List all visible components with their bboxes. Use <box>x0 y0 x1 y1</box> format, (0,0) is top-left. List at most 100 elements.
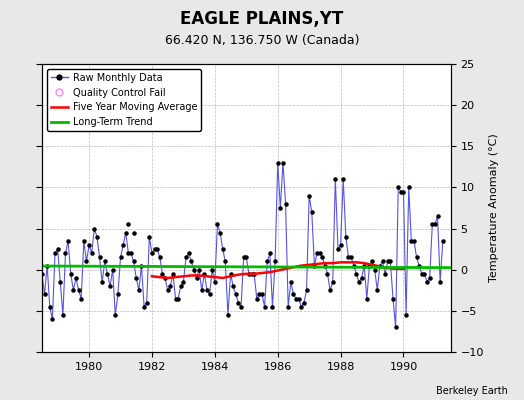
Point <box>237 304 245 310</box>
Point <box>381 271 389 277</box>
Point <box>122 230 130 236</box>
Point <box>305 192 313 199</box>
Point <box>266 250 274 256</box>
Point <box>389 295 397 302</box>
Point <box>27 164 36 170</box>
Point <box>38 271 46 277</box>
Point <box>384 258 392 265</box>
Point <box>276 205 285 211</box>
Point <box>323 271 332 277</box>
Point <box>156 254 164 260</box>
Point <box>195 266 203 273</box>
Point <box>415 262 423 269</box>
Text: Berkeley Earth: Berkeley Earth <box>436 386 508 396</box>
Point <box>205 291 214 298</box>
Legend: Raw Monthly Data, Quality Control Fail, Five Year Moving Average, Long-Term Tren: Raw Monthly Data, Quality Control Fail, … <box>47 69 201 131</box>
Point <box>51 250 59 256</box>
Point <box>40 291 49 298</box>
Point <box>229 283 237 289</box>
Point <box>255 291 264 298</box>
Y-axis label: Temperature Anomaly (°C): Temperature Anomaly (°C) <box>489 134 499 282</box>
Point <box>106 283 114 289</box>
Point <box>423 279 431 285</box>
Point <box>245 271 253 277</box>
Point <box>153 246 161 252</box>
Point <box>80 238 88 244</box>
Point <box>302 287 311 294</box>
Point <box>137 262 146 269</box>
Point <box>179 279 188 285</box>
Point <box>46 304 54 310</box>
Point <box>22 242 30 248</box>
Point <box>339 176 347 182</box>
Point <box>336 242 345 248</box>
Point <box>281 201 290 207</box>
Point <box>77 295 85 302</box>
Point <box>171 295 180 302</box>
Point <box>355 279 363 285</box>
Point <box>394 184 402 191</box>
Point <box>405 184 413 191</box>
Point <box>313 250 321 256</box>
Point <box>253 295 261 302</box>
Point <box>124 250 133 256</box>
Point <box>143 300 151 306</box>
Point <box>292 295 300 302</box>
Point <box>211 279 219 285</box>
Point <box>174 295 182 302</box>
Point <box>32 279 41 285</box>
Point <box>88 250 96 256</box>
Point <box>334 246 342 252</box>
Point <box>397 188 405 195</box>
Point <box>208 266 216 273</box>
Point <box>357 275 366 281</box>
Point <box>378 258 387 265</box>
Text: EAGLE PLAINS,YT: EAGLE PLAINS,YT <box>180 10 344 28</box>
Point <box>232 291 240 298</box>
Point <box>25 238 33 244</box>
Point <box>187 258 195 265</box>
Point <box>103 271 112 277</box>
Point <box>321 262 329 269</box>
Point <box>166 283 174 289</box>
Point <box>308 209 316 215</box>
Point <box>297 304 305 310</box>
Point <box>363 295 371 302</box>
Point <box>184 250 193 256</box>
Point <box>119 242 127 248</box>
Point <box>56 279 64 285</box>
Point <box>260 304 269 310</box>
Point <box>59 312 67 318</box>
Point <box>111 312 119 318</box>
Point <box>433 213 442 220</box>
Point <box>268 304 277 310</box>
Point <box>376 262 384 269</box>
Point <box>300 300 308 306</box>
Point <box>310 262 319 269</box>
Point <box>287 279 295 285</box>
Point <box>129 258 138 265</box>
Point <box>331 176 340 182</box>
Point <box>289 291 298 298</box>
Point <box>216 230 224 236</box>
Point <box>428 221 436 228</box>
Point <box>182 254 190 260</box>
Point <box>370 266 379 273</box>
Point <box>198 287 206 294</box>
Point <box>74 287 83 294</box>
Point <box>342 234 350 240</box>
Point <box>203 287 211 294</box>
Point <box>169 271 177 277</box>
Point <box>399 188 408 195</box>
Point <box>30 176 38 182</box>
Point <box>407 238 416 244</box>
Point <box>391 324 400 330</box>
Point <box>69 287 78 294</box>
Point <box>48 316 57 322</box>
Point <box>344 254 353 260</box>
Point <box>85 242 93 248</box>
Point <box>101 258 109 265</box>
Point <box>114 291 122 298</box>
Point <box>318 254 326 260</box>
Point <box>439 238 447 244</box>
